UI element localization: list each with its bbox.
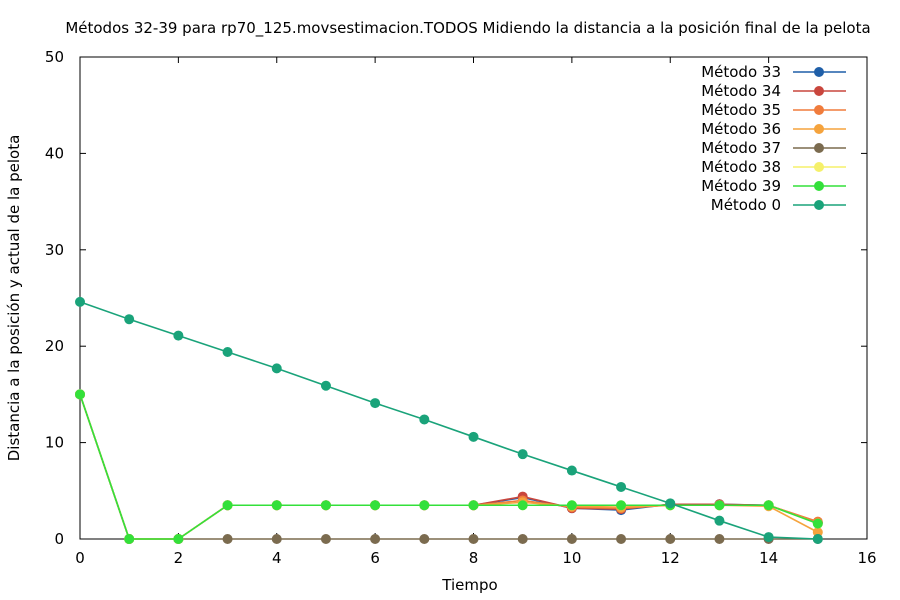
series-line [79,394,819,540]
data-point [468,500,479,511]
x-tick-label: 14 [759,549,778,567]
data-point [468,534,479,544]
data-point [517,534,528,544]
legend-swatch-marker [814,181,824,191]
x-axis-label: Tiempo [441,576,497,594]
data-point [566,500,577,511]
data-point [468,431,479,442]
legend-label: Método 37 [701,139,781,157]
data-point [271,500,282,511]
legend-label: Método 0 [711,196,781,214]
data-point [320,380,331,391]
y-tick-label: 30 [45,241,64,259]
data-point [616,481,627,492]
data-point [173,534,184,544]
data-point [812,534,823,544]
data-point [320,534,331,544]
legend-label: Método 33 [701,63,781,81]
y-axis-ticks: 0 10 20 30 40 50 [45,48,867,548]
x-tick-label: 6 [370,549,380,567]
legend-swatch-marker [814,86,824,96]
data-point [419,534,430,544]
data-point [763,532,774,543]
data-point [517,500,528,511]
series-line [79,394,819,540]
x-tick-label: 0 [75,549,85,567]
data-point [124,314,135,325]
series-line [79,394,819,540]
series-6 [75,389,823,544]
data-point [665,498,676,509]
legend-swatch-marker [814,162,824,172]
data-point [419,500,430,511]
series-0 [75,389,823,544]
series-4 [75,389,823,544]
data-point [714,515,725,526]
series-line [79,394,819,540]
data-point [566,534,577,544]
data-point [616,500,627,511]
series-line [79,394,819,540]
data-point [173,330,184,341]
legend-label: Método 35 [701,101,781,119]
series-2 [75,389,823,544]
legend-swatch-marker [814,124,824,134]
legend-swatch-marker [814,143,824,153]
data-point [370,500,381,511]
data-point [419,414,430,425]
data-point [566,465,577,476]
data-point [370,398,381,409]
data-point [124,534,135,544]
data-point [271,534,282,544]
data-point [665,534,676,544]
legend-swatch-marker [814,200,824,210]
data-point [222,500,233,511]
x-tick-label: 12 [661,549,680,567]
data-point [616,534,627,544]
y-tick-label: 40 [45,144,64,162]
series-line [79,301,818,540]
legend-swatch-marker [814,67,824,77]
series-7 [75,296,823,544]
series-5 [75,389,823,544]
legend-label: Método 38 [701,158,781,176]
legend-label: Método 36 [701,120,781,138]
legend-label: Método 39 [701,177,781,195]
x-tick-label: 8 [469,549,479,567]
series-1 [75,389,823,544]
chart-title: Métodos 32-39 para rp70_125.movsestimaci… [65,19,870,38]
data-point [75,389,85,400]
y-tick-label: 50 [45,48,64,66]
y-tick-label: 10 [45,434,64,452]
legend-swatch-marker [814,105,824,115]
series-layer [75,296,823,544]
data-point [714,500,725,511]
data-point [714,534,725,544]
series-line [79,394,819,540]
data-point [763,500,774,511]
y-tick-label: 0 [54,530,64,548]
data-point [517,449,528,460]
x-tick-label: 2 [174,549,184,567]
x-tick-label: 4 [272,549,282,567]
series-line [79,394,818,540]
x-axis-ticks: 0 2 4 6 8 10 12 14 16 [75,57,877,567]
legend-label: Método 34 [701,82,781,100]
data-point [75,296,85,307]
data-point [222,346,233,357]
y-tick-label: 20 [45,337,64,355]
data-point [271,363,282,374]
data-point [812,518,823,529]
series-3 [75,389,823,544]
y-axis-label: Distancia a la posición y actual de la p… [5,135,23,462]
x-tick-label: 16 [857,549,876,567]
data-point [370,534,381,544]
x-tick-label: 10 [562,549,581,567]
data-point [222,534,233,544]
data-point [320,500,331,511]
